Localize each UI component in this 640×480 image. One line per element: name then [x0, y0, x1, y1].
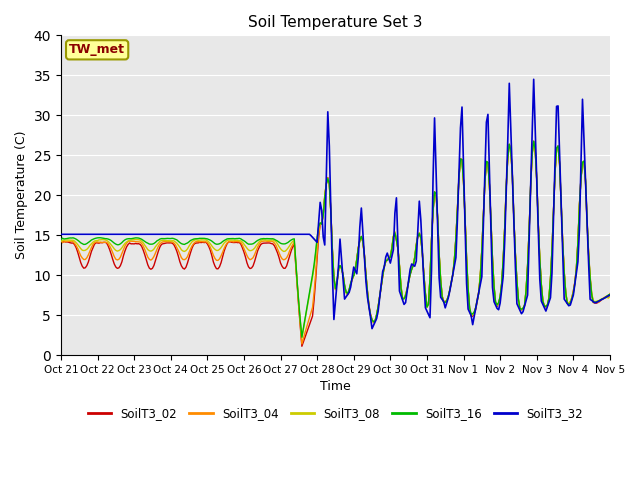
SoilT3_32	[371, 319, 379, 325]
SoilT3_08	[298, 335, 306, 341]
SoilT3_08	[530, 139, 538, 145]
Y-axis label: Soil Temperature (C): Soil Temperature (C)	[15, 131, 28, 259]
SoilT3_32	[530, 76, 538, 82]
SoilT3_16	[57, 237, 65, 243]
SoilT3_32	[542, 308, 550, 314]
Title: Soil Temperature Set 3: Soil Temperature Set 3	[248, 15, 422, 30]
SoilT3_16	[530, 138, 538, 144]
SoilT3_02	[57, 238, 65, 244]
SoilT3_16	[159, 236, 167, 241]
SoilT3_16	[606, 291, 614, 297]
SoilT3_04	[298, 341, 306, 347]
SoilT3_16	[402, 293, 410, 299]
Text: TW_met: TW_met	[69, 43, 125, 56]
SoilT3_08	[159, 238, 167, 243]
SoilT3_16	[298, 335, 306, 340]
Line: SoilT3_16: SoilT3_16	[61, 141, 610, 337]
SoilT3_32	[390, 247, 397, 252]
SoilT3_08	[72, 240, 80, 246]
SoilT3_32	[159, 231, 167, 237]
SoilT3_16	[72, 236, 80, 242]
SoilT3_02	[371, 318, 379, 324]
SoilT3_02	[606, 292, 614, 298]
SoilT3_08	[390, 233, 397, 239]
SoilT3_02	[72, 245, 80, 251]
Line: SoilT3_02: SoilT3_02	[61, 141, 610, 346]
SoilT3_02	[542, 304, 550, 310]
SoilT3_04	[72, 243, 80, 249]
SoilT3_04	[159, 239, 167, 245]
SoilT3_04	[606, 291, 614, 297]
SoilT3_02	[402, 293, 410, 299]
SoilT3_32	[402, 300, 410, 305]
SoilT3_08	[57, 238, 65, 244]
SoilT3_04	[542, 304, 550, 310]
SoilT3_02	[390, 234, 397, 240]
SoilT3_04	[402, 292, 410, 298]
SoilT3_32	[57, 231, 65, 237]
Legend: SoilT3_02, SoilT3_04, SoilT3_08, SoilT3_16, SoilT3_32: SoilT3_02, SoilT3_04, SoilT3_08, SoilT3_…	[83, 402, 588, 425]
SoilT3_08	[402, 291, 410, 297]
SoilT3_08	[606, 293, 614, 299]
SoilT3_32	[72, 231, 80, 237]
X-axis label: Time: Time	[320, 380, 351, 393]
SoilT3_16	[371, 318, 379, 324]
SoilT3_04	[530, 139, 538, 144]
SoilT3_32	[368, 326, 376, 332]
SoilT3_02	[530, 138, 538, 144]
SoilT3_04	[57, 238, 65, 243]
Line: SoilT3_04: SoilT3_04	[61, 142, 610, 344]
SoilT3_02	[298, 343, 306, 349]
SoilT3_04	[371, 318, 379, 324]
SoilT3_16	[542, 303, 550, 309]
SoilT3_08	[542, 303, 550, 309]
SoilT3_16	[390, 234, 397, 240]
Line: SoilT3_32: SoilT3_32	[61, 79, 610, 329]
SoilT3_08	[371, 318, 379, 324]
SoilT3_04	[390, 234, 397, 240]
Line: SoilT3_08: SoilT3_08	[61, 142, 610, 338]
SoilT3_02	[159, 241, 167, 247]
SoilT3_32	[606, 292, 614, 298]
